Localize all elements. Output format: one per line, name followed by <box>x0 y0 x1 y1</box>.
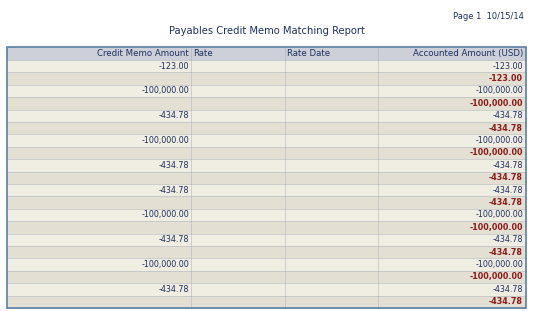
Bar <box>7 122 526 134</box>
Bar <box>7 109 526 122</box>
Bar <box>7 271 526 283</box>
Text: -434.78: -434.78 <box>489 173 523 182</box>
Text: -434.78: -434.78 <box>489 124 523 133</box>
Bar <box>7 47 526 60</box>
Bar <box>7 283 526 295</box>
Text: -434.78: -434.78 <box>492 285 523 294</box>
Bar <box>7 47 526 308</box>
Text: -100,000.00: -100,000.00 <box>470 223 523 232</box>
Text: -434.78: -434.78 <box>489 297 523 306</box>
Text: -100,000.00: -100,000.00 <box>470 99 523 108</box>
Bar <box>7 72 526 85</box>
Text: Page 1  10/15/14: Page 1 10/15/14 <box>453 12 524 21</box>
Text: -434.78: -434.78 <box>159 235 189 244</box>
Text: -100,000.00: -100,000.00 <box>470 272 523 281</box>
Text: -434.78: -434.78 <box>492 111 523 120</box>
Text: -434.78: -434.78 <box>159 161 189 170</box>
Bar <box>7 184 526 197</box>
Bar <box>7 221 526 234</box>
Text: -434.78: -434.78 <box>489 198 523 207</box>
Text: -100,000.00: -100,000.00 <box>475 260 523 269</box>
Text: -123.00: -123.00 <box>489 74 523 83</box>
Text: -100,000.00: -100,000.00 <box>141 260 189 269</box>
Text: Accounted Amount (USD): Accounted Amount (USD) <box>413 49 523 58</box>
Bar <box>7 147 526 159</box>
Bar <box>7 234 526 246</box>
Text: -100,000.00: -100,000.00 <box>141 211 189 220</box>
Text: -123.00: -123.00 <box>159 62 189 71</box>
Text: -434.78: -434.78 <box>489 248 523 257</box>
Text: -123.00: -123.00 <box>492 62 523 71</box>
Text: -100,000.00: -100,000.00 <box>141 86 189 95</box>
Bar <box>7 172 526 184</box>
Text: -434.78: -434.78 <box>492 161 523 170</box>
Text: Rate Date: Rate Date <box>287 49 330 58</box>
Bar <box>7 134 526 147</box>
Text: -100,000.00: -100,000.00 <box>475 86 523 95</box>
Bar <box>7 197 526 209</box>
Text: -100,000.00: -100,000.00 <box>470 148 523 157</box>
Bar <box>7 258 526 271</box>
Text: -434.78: -434.78 <box>159 186 189 195</box>
Text: -100,000.00: -100,000.00 <box>475 211 523 220</box>
Bar <box>7 295 526 308</box>
Text: -100,000.00: -100,000.00 <box>475 136 523 145</box>
Text: -434.78: -434.78 <box>159 285 189 294</box>
Text: -434.78: -434.78 <box>492 235 523 244</box>
Bar <box>7 85 526 97</box>
Text: Payables Credit Memo Matching Report: Payables Credit Memo Matching Report <box>168 26 365 36</box>
Text: Rate: Rate <box>193 49 213 58</box>
Bar <box>7 60 526 72</box>
Text: -434.78: -434.78 <box>159 111 189 120</box>
Bar <box>7 246 526 258</box>
Bar <box>7 209 526 221</box>
Text: -100,000.00: -100,000.00 <box>141 136 189 145</box>
Bar <box>7 97 526 109</box>
Text: Credit Memo Amount: Credit Memo Amount <box>98 49 189 58</box>
Text: -434.78: -434.78 <box>492 186 523 195</box>
Bar <box>7 159 526 172</box>
